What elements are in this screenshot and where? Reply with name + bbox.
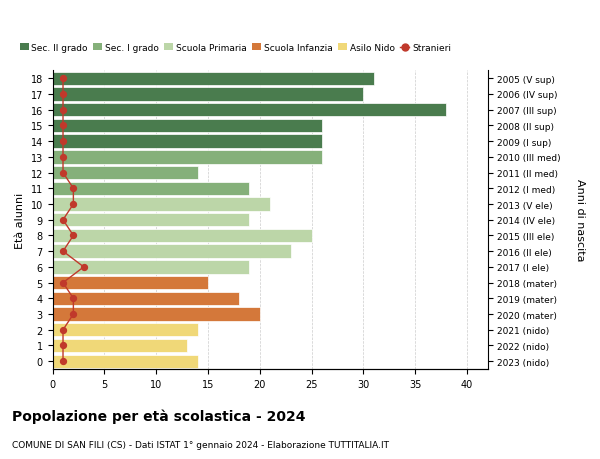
Y-axis label: Età alunni: Età alunni <box>15 192 25 248</box>
Point <box>58 169 68 177</box>
Bar <box>53 245 291 258</box>
Bar <box>53 104 446 117</box>
Point <box>58 217 68 224</box>
Point <box>68 185 78 193</box>
Point <box>58 248 68 255</box>
Bar <box>53 119 322 133</box>
Point <box>58 342 68 349</box>
Point <box>58 123 68 130</box>
Bar <box>53 213 250 227</box>
Point <box>58 326 68 334</box>
Point <box>68 232 78 240</box>
Bar <box>53 276 208 290</box>
Bar <box>53 182 250 196</box>
Bar <box>53 324 197 337</box>
Bar <box>53 292 239 305</box>
Y-axis label: Anni di nascita: Anni di nascita <box>575 179 585 262</box>
Point <box>68 311 78 318</box>
Bar <box>53 88 364 101</box>
Point <box>58 138 68 146</box>
Point <box>68 295 78 302</box>
Point <box>79 263 89 271</box>
Point <box>58 107 68 114</box>
Point <box>58 358 68 365</box>
Bar <box>53 167 197 180</box>
Bar <box>53 355 197 368</box>
Bar <box>53 198 270 211</box>
Bar <box>53 135 322 149</box>
Point <box>58 91 68 98</box>
Point <box>58 75 68 83</box>
Bar <box>53 73 374 86</box>
Point <box>68 201 78 208</box>
Bar <box>53 308 260 321</box>
Bar <box>53 261 250 274</box>
Bar <box>53 151 322 164</box>
Bar <box>53 230 311 243</box>
Legend: Sec. II grado, Sec. I grado, Scuola Primaria, Scuola Infanzia, Asilo Nido, Stran: Sec. II grado, Sec. I grado, Scuola Prim… <box>16 40 455 56</box>
Text: Popolazione per età scolastica - 2024: Popolazione per età scolastica - 2024 <box>12 409 305 423</box>
Text: COMUNE DI SAN FILI (CS) - Dati ISTAT 1° gennaio 2024 - Elaborazione TUTTITALIA.I: COMUNE DI SAN FILI (CS) - Dati ISTAT 1° … <box>12 441 389 449</box>
Point <box>58 280 68 287</box>
Point <box>58 154 68 161</box>
Bar <box>53 339 187 353</box>
